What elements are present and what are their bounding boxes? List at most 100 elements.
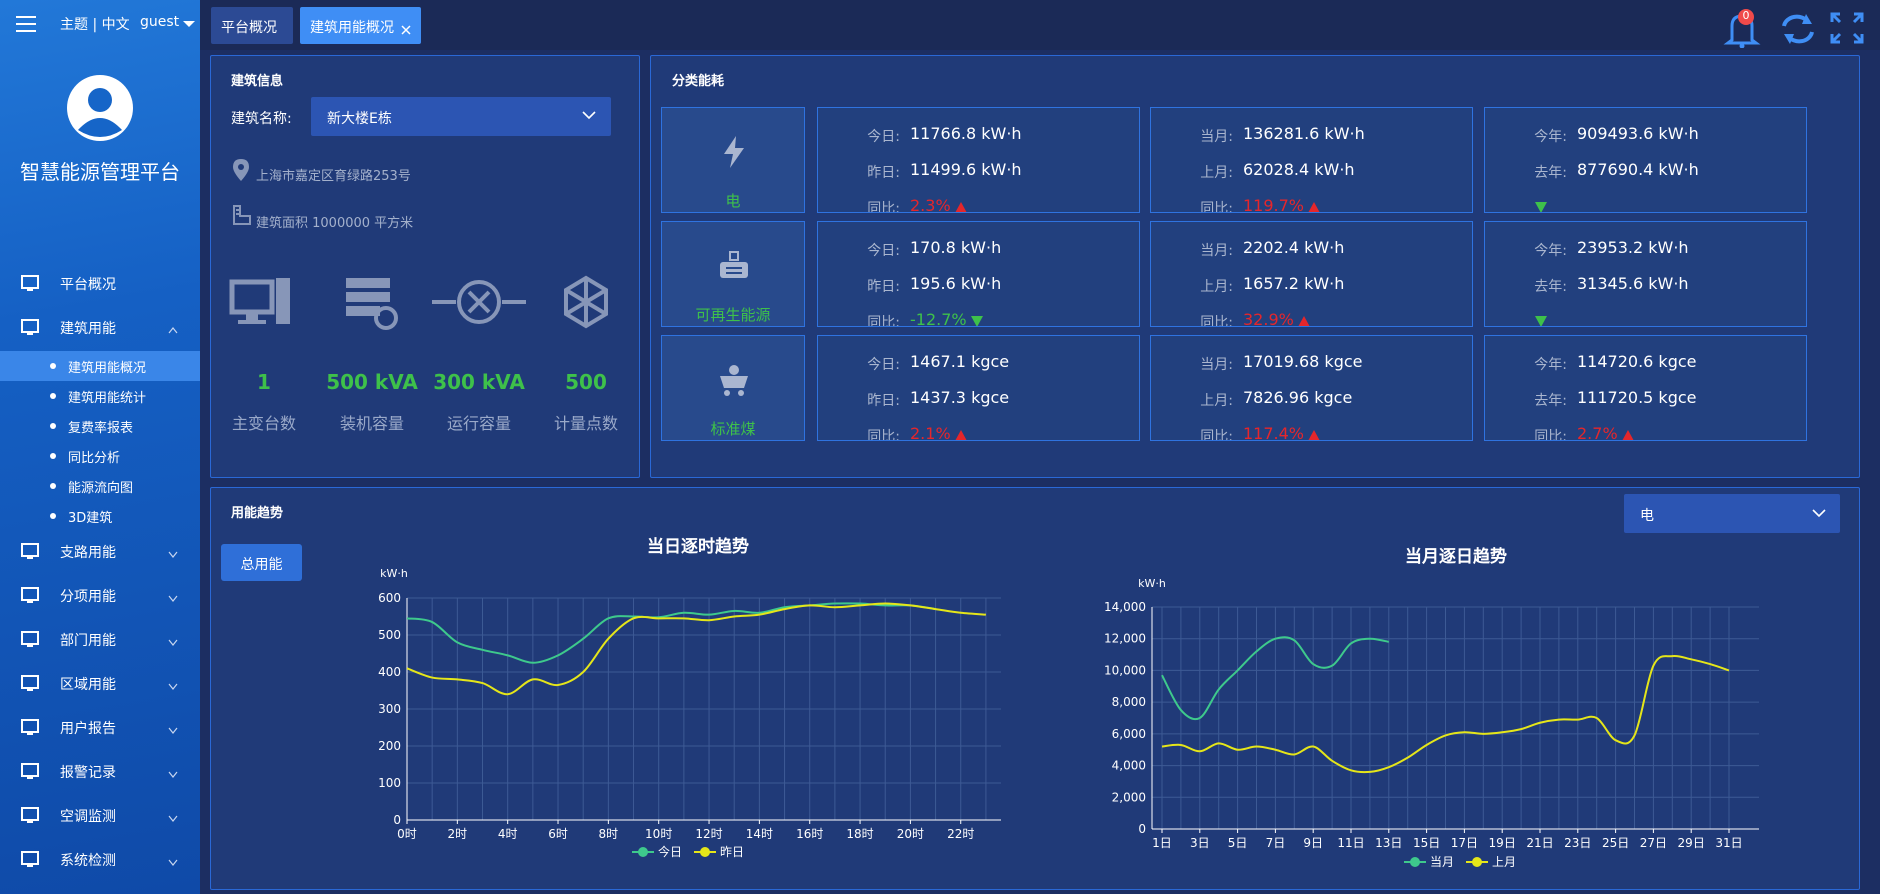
user-caret[interactable] (183, 21, 195, 27)
menu-item[interactable]: 区域用能 (60, 677, 116, 693)
stat-label: 计量点数 (553, 414, 618, 433)
menu-item[interactable]: 建筑用能 (60, 321, 116, 337)
menu-item[interactable]: 系统检测 (60, 853, 116, 869)
panel-title: 用能趋势 (231, 506, 284, 521)
tab-label[interactable]: 平台概况 (221, 20, 277, 36)
submenu-item[interactable] (0, 351, 200, 381)
menu-icon[interactable] (20, 673, 40, 693)
metric-label: 上月: (1200, 279, 1233, 295)
y-tick-label: 500 (378, 628, 401, 642)
submenu-label[interactable]: 复费率报表 (68, 421, 134, 436)
tab-close[interactable] (401, 20, 411, 35)
theme-language[interactable]: 主题 | 中文 (60, 17, 130, 33)
building-name[interactable]: 新大楼E栋 (327, 111, 392, 127)
app-title: 智慧能源管理平台 (20, 160, 180, 184)
energy-select-value[interactable]: 电 (1640, 508, 1654, 524)
metric-value: 1467.1 kgce (910, 352, 1010, 371)
x-tick-label: 14时 (746, 827, 773, 841)
running-icon (432, 280, 526, 324)
x-tick-label: 18时 (846, 827, 873, 841)
submenu-label[interactable]: 同比分析 (68, 451, 121, 466)
icon (21, 631, 39, 647)
tab[interactable] (300, 7, 421, 44)
x-tick-label: 12时 (695, 827, 722, 841)
menu-item[interactable]: 平台概况 (60, 277, 116, 293)
submenu-label[interactable]: 建筑用能统计 (68, 391, 147, 406)
x-tick-label: 7日 (1266, 836, 1286, 850)
fullscreen-icon[interactable] (1830, 12, 1864, 44)
menu-item[interactable]: 分项用能 (60, 589, 116, 605)
menu-toggle[interactable] (16, 14, 38, 34)
metric-label: 今日: (867, 129, 900, 145)
trend-arrow (954, 430, 967, 440)
menu-icon[interactable] (20, 761, 40, 781)
submenu-dot (50, 513, 56, 519)
submenu-label[interactable]: 能源流向图 (68, 481, 134, 496)
submenu-label[interactable]: 3D建筑 (68, 511, 113, 526)
y-tick-label: 100 (378, 776, 401, 790)
metric-label: 昨日: (867, 393, 900, 409)
refresh-icon[interactable] (1782, 14, 1814, 44)
metric-value: 7826.96 kgce (1243, 388, 1353, 407)
submenu-dot (50, 483, 56, 489)
category-icon (716, 362, 752, 398)
x-tick-label: 22时 (947, 827, 974, 841)
series-line (406, 602, 936, 664)
submenu-label[interactable]: 建筑用能概况 (68, 361, 147, 376)
menu-chevron (168, 807, 178, 822)
trend-arrow (1297, 316, 1310, 326)
menu-icon[interactable] (20, 585, 40, 605)
y-tick-label: 0 (1138, 822, 1146, 836)
metric-value: -12.7% (910, 310, 967, 327)
menu-item[interactable]: 用户报告 (60, 721, 116, 737)
chevron (168, 551, 178, 558)
x-tick-label: 2时 (448, 827, 468, 841)
button-label[interactable]: 总用能 (240, 557, 283, 573)
menu-icon[interactable] (20, 805, 40, 825)
x-tick-label: 8时 (599, 827, 619, 841)
x-tick-label: 3日 (1190, 836, 1210, 850)
menu-icon[interactable] (20, 317, 40, 337)
total-button[interactable] (221, 544, 302, 581)
menu-icon[interactable] (20, 717, 40, 737)
close-icon[interactable] (401, 25, 411, 35)
tab[interactable] (211, 7, 293, 44)
x-tick-label: 23日 (1564, 836, 1591, 850)
category-box[interactable]: 标准煤 (661, 335, 805, 441)
menu-item[interactable]: 空调监测 (60, 809, 116, 825)
capacity-icon (346, 278, 398, 330)
metric-label: 去年: (1534, 279, 1567, 295)
energy-select[interactable] (1624, 494, 1840, 533)
legend-marker (638, 847, 648, 857)
metric-cell: 当月: 136281.6 kW·h 上月: 62028.4 kW·h 同比: 119.7% (1150, 107, 1473, 213)
category-box[interactable]: 可再生能源 (661, 221, 805, 327)
building-select[interactable] (311, 97, 611, 136)
trend-arrow (954, 202, 967, 212)
metric-value: 17019.68 kgce (1243, 352, 1363, 371)
trend-arrow (1535, 202, 1547, 212)
menu-icon[interactable] (20, 273, 40, 293)
menu-chevron (168, 851, 178, 866)
user-name[interactable]: guest (140, 14, 180, 30)
menu-chevron (168, 587, 178, 602)
area-icon (233, 205, 251, 225)
menu-icon[interactable] (20, 629, 40, 649)
category-box[interactable]: 电 (661, 107, 805, 213)
menu-item[interactable]: 部门用能 (60, 633, 116, 649)
category-icon (716, 134, 752, 170)
menu-icon[interactable] (20, 849, 40, 869)
metric-value: 62028.4 kW·h (1243, 160, 1355, 179)
metric-value: 195.6 kW·h (910, 274, 1002, 293)
y-tick-label: 0 (393, 813, 401, 827)
x-tick-label: 25日 (1602, 836, 1629, 850)
menu-item[interactable]: 支路用能 (60, 545, 116, 561)
metric-cell: 今年: 114720.6 kgce 去年: 111720.5 kgce 同比: 2.7% (1484, 335, 1807, 441)
tab-label[interactable]: 建筑用能概况 (310, 20, 394, 36)
y-tick-label: 4,000 (1112, 759, 1146, 773)
menu-icon[interactable] (20, 541, 40, 561)
y-tick-label: 300 (378, 702, 401, 716)
menu: 平台概况建筑用能建筑用能概况 建筑用能统计 复费率报表同比分析能源流向图 3D建筑支路… (0, 0, 200, 894)
menu-item[interactable]: 报警记录 (60, 765, 116, 781)
y-axis-unit: kW·h (380, 567, 408, 580)
metric-label: 今年: (1534, 243, 1567, 259)
